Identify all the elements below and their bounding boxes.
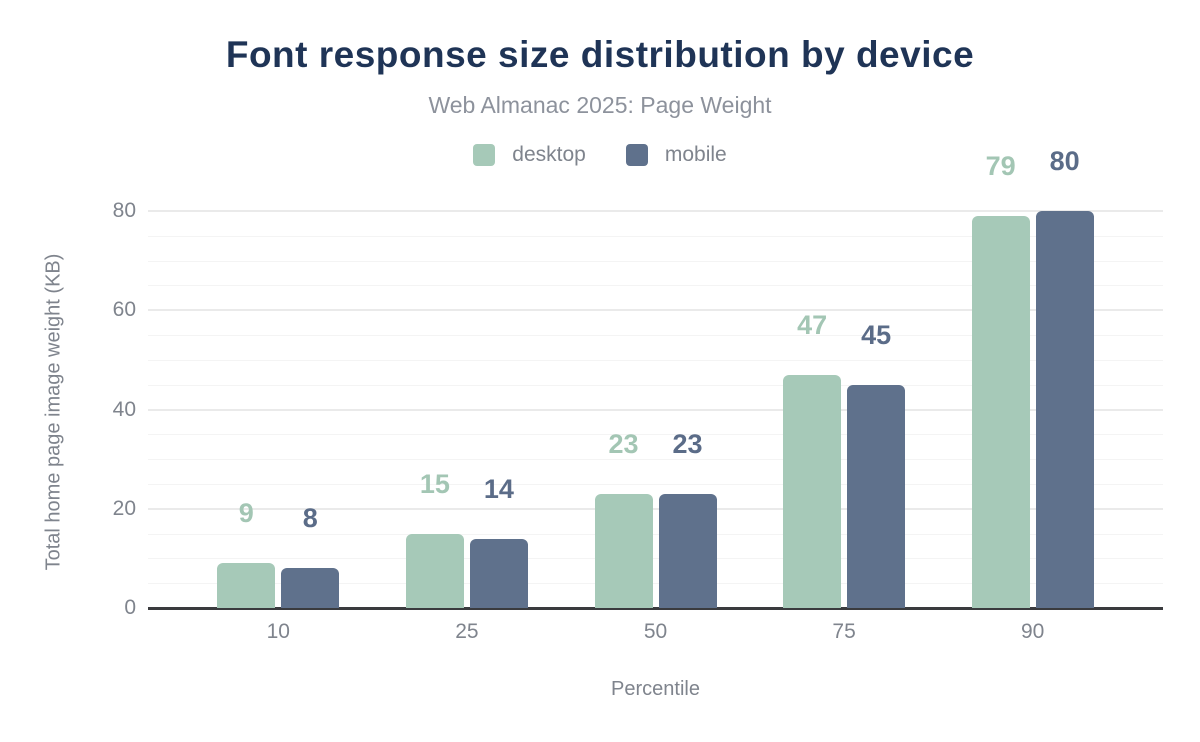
value-label-desktop-p50: 23 — [608, 428, 639, 459]
chart-subtitle: Web Almanac 2025: Page Weight — [428, 92, 772, 118]
bar-mobile-p10 — [281, 568, 340, 608]
x-tick-label: 10 — [266, 620, 290, 643]
gridline-minor — [148, 434, 1163, 436]
gridline-minor — [148, 359, 1163, 361]
y-tick-label: 0 — [124, 596, 136, 619]
value-label-desktop-p75: 47 — [797, 309, 828, 340]
gridline-major — [148, 507, 1163, 510]
value-label-desktop-p25: 15 — [419, 468, 450, 499]
value-label-mobile-p75: 45 — [861, 319, 892, 350]
gridline-minor — [148, 483, 1163, 485]
gridline-minor — [148, 384, 1163, 386]
gridline-minor — [148, 335, 1163, 337]
gridline-minor — [148, 459, 1163, 461]
bar-desktop-p10 — [217, 563, 276, 608]
gridline-minor — [148, 260, 1163, 262]
value-label-desktop-p10: 9 — [238, 498, 254, 529]
gridline-minor — [148, 583, 1163, 585]
y-tick-label: 80 — [112, 199, 136, 222]
bar-desktop-p75 — [783, 374, 842, 608]
legend-swatch-mobile — [625, 144, 648, 166]
y-tick-label: 60 — [112, 298, 136, 322]
x-tick-label: 90 — [1021, 620, 1045, 643]
legend-item-mobile: mobile — [625, 143, 727, 167]
value-label-desktop-p90: 79 — [985, 150, 1016, 181]
bar-desktop-p90 — [971, 215, 1030, 608]
plot-area: 0 20 40 60 80 10 9 8 25 15 14 50 23 23 75 47 45 90 79 80 — [113, 146, 1163, 643]
chart-title: Font response size distribution by devic… — [225, 34, 975, 75]
y-axis-title: Total home page image weight (KB) — [42, 253, 65, 571]
y-tick-label: 20 — [112, 496, 136, 520]
gridline-minor — [148, 285, 1163, 287]
x-axis-title: Percentile — [611, 678, 700, 700]
bar-mobile-p90 — [1035, 211, 1094, 608]
legend-swatch-desktop — [473, 144, 496, 166]
gridline-major — [148, 210, 1163, 212]
gridline-major — [148, 408, 1163, 411]
value-label-mobile-p10: 8 — [302, 503, 318, 534]
bar-desktop-p25 — [405, 533, 464, 608]
bar-mobile-p75 — [847, 384, 906, 608]
x-tick-label: 50 — [643, 620, 668, 643]
gridline-minor — [148, 558, 1163, 560]
bar-desktop-p50 — [594, 493, 653, 608]
x-tick-label: 75 — [832, 620, 856, 643]
value-label-mobile-p50: 23 — [672, 428, 703, 459]
value-label-mobile-p25: 14 — [483, 473, 514, 504]
legend-label-desktop: desktop — [512, 143, 586, 166]
value-label-mobile-p90: 80 — [1049, 146, 1080, 176]
x-tick-label: 25 — [455, 620, 479, 643]
bar-mobile-p50 — [658, 493, 717, 608]
legend-item-desktop: desktop — [473, 143, 586, 167]
bar-mobile-p25 — [469, 538, 528, 608]
legend-label-mobile: mobile — [664, 143, 727, 166]
x-axis-line — [148, 607, 1163, 610]
gridline-minor — [148, 533, 1163, 535]
y-tick-label: 40 — [112, 397, 136, 421]
legend: desktop mobile — [0, 143, 1200, 167]
gridline-major — [148, 309, 1163, 312]
gridline-minor — [148, 235, 1163, 237]
